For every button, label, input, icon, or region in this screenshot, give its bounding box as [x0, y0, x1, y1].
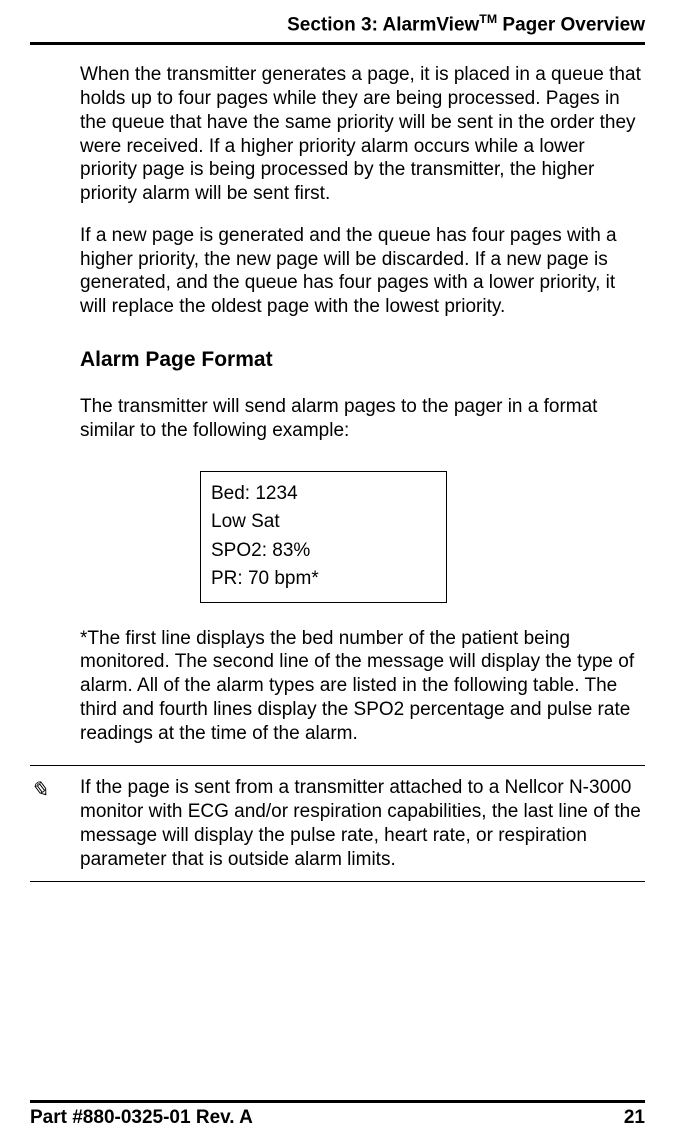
example-line-3: SPO2: 83%	[211, 537, 436, 566]
section-title-suffix: Pager Overview	[497, 14, 645, 35]
example-line-2: Low Sat	[211, 508, 436, 537]
page-header: Section 3: AlarmViewTM Pager Overview	[30, 0, 645, 45]
pencil-icon: ✎	[30, 776, 80, 804]
note-block: ✎ If the page is sent from a transmitter…	[30, 765, 645, 882]
page-number: 21	[624, 1107, 645, 1129]
paragraph-2: If a new page is generated and the queue…	[80, 224, 645, 319]
paragraph-3: The transmitter will send alarm pages to…	[80, 395, 645, 443]
note-text: If the page is sent from a transmitter a…	[80, 776, 645, 871]
paragraph-4: *The first line displays the bed number …	[80, 627, 645, 746]
page-footer: Part #880-0325-01 Rev. A 21	[30, 1100, 645, 1129]
part-number: Part #880-0325-01 Rev. A	[30, 1107, 253, 1129]
example-box: Bed: 1234 Low Sat SPO2: 83% PR: 70 bpm*	[200, 471, 447, 603]
example-line-1: Bed: 1234	[211, 480, 436, 509]
section-title-prefix: Section 3: AlarmView	[287, 14, 479, 35]
example-line-4: PR: 70 bpm*	[211, 565, 436, 594]
page: Section 3: AlarmViewTM Pager Overview Wh…	[0, 0, 675, 1147]
paragraph-1: When the transmitter generates a page, i…	[80, 63, 645, 206]
tm-mark: TM	[479, 12, 497, 26]
heading-alarm-page-format: Alarm Page Format	[80, 347, 645, 373]
body-content: When the transmitter generates a page, i…	[30, 63, 645, 745]
